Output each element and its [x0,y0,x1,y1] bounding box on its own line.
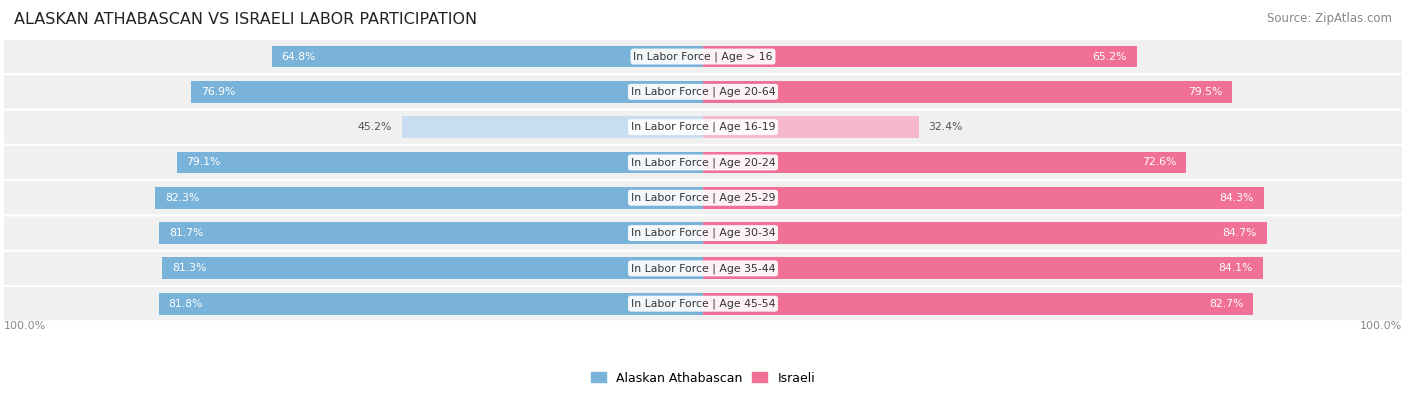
Bar [703,45,1137,68]
Text: In Labor Force | Age 16-19: In Labor Force | Age 16-19 [631,122,775,132]
Text: 76.9%: 76.9% [201,87,236,97]
Text: In Labor Force | Age 20-64: In Labor Force | Age 20-64 [631,87,775,97]
Text: ALASKAN ATHABASCAN VS ISRAELI LABOR PARTICIPATION: ALASKAN ATHABASCAN VS ISRAELI LABOR PART… [14,12,477,27]
FancyBboxPatch shape [4,181,1402,214]
Bar [703,222,1267,244]
FancyBboxPatch shape [4,252,1402,285]
Bar [159,293,703,315]
Legend: Alaskan Athabascan, Israeli: Alaskan Athabascan, Israeli [586,367,820,389]
FancyBboxPatch shape [4,111,1402,144]
Bar [271,45,703,68]
Bar [155,187,703,209]
Text: 65.2%: 65.2% [1092,51,1128,62]
Bar [402,116,703,138]
Text: In Labor Force | Age 30-34: In Labor Force | Age 30-34 [631,228,775,238]
Bar [703,187,1264,209]
Bar [703,116,918,138]
FancyBboxPatch shape [4,287,1402,320]
FancyBboxPatch shape [4,146,1402,179]
Bar [703,258,1263,279]
Bar [191,81,703,103]
Bar [703,81,1232,103]
Text: In Labor Force | Age > 16: In Labor Force | Age > 16 [633,51,773,62]
Bar [703,152,1187,173]
Bar [703,293,1253,315]
FancyBboxPatch shape [4,216,1402,250]
Text: Source: ZipAtlas.com: Source: ZipAtlas.com [1267,12,1392,25]
Text: In Labor Force | Age 35-44: In Labor Force | Age 35-44 [631,263,775,274]
Text: 84.7%: 84.7% [1222,228,1257,238]
Text: 100.0%: 100.0% [4,321,46,331]
Text: 79.5%: 79.5% [1188,87,1222,97]
Text: In Labor Force | Age 45-54: In Labor Force | Age 45-54 [631,299,775,309]
Text: 100.0%: 100.0% [1360,321,1402,331]
Text: 82.3%: 82.3% [166,193,200,203]
Bar [159,222,703,244]
Text: 79.1%: 79.1% [187,158,221,167]
Text: In Labor Force | Age 25-29: In Labor Force | Age 25-29 [631,192,775,203]
Text: In Labor Force | Age 20-24: In Labor Force | Age 20-24 [631,157,775,168]
Bar [177,152,703,173]
Text: 64.8%: 64.8% [281,51,316,62]
Text: 81.3%: 81.3% [172,263,207,273]
Text: 45.2%: 45.2% [357,122,392,132]
Text: 72.6%: 72.6% [1142,158,1177,167]
FancyBboxPatch shape [4,75,1402,109]
FancyBboxPatch shape [4,40,1402,73]
Text: 82.7%: 82.7% [1209,299,1243,308]
Text: 81.8%: 81.8% [169,299,202,308]
Text: 32.4%: 32.4% [928,122,963,132]
Bar [162,258,703,279]
Text: 81.7%: 81.7% [169,228,204,238]
Text: 84.1%: 84.1% [1219,263,1253,273]
Text: 84.3%: 84.3% [1219,193,1254,203]
